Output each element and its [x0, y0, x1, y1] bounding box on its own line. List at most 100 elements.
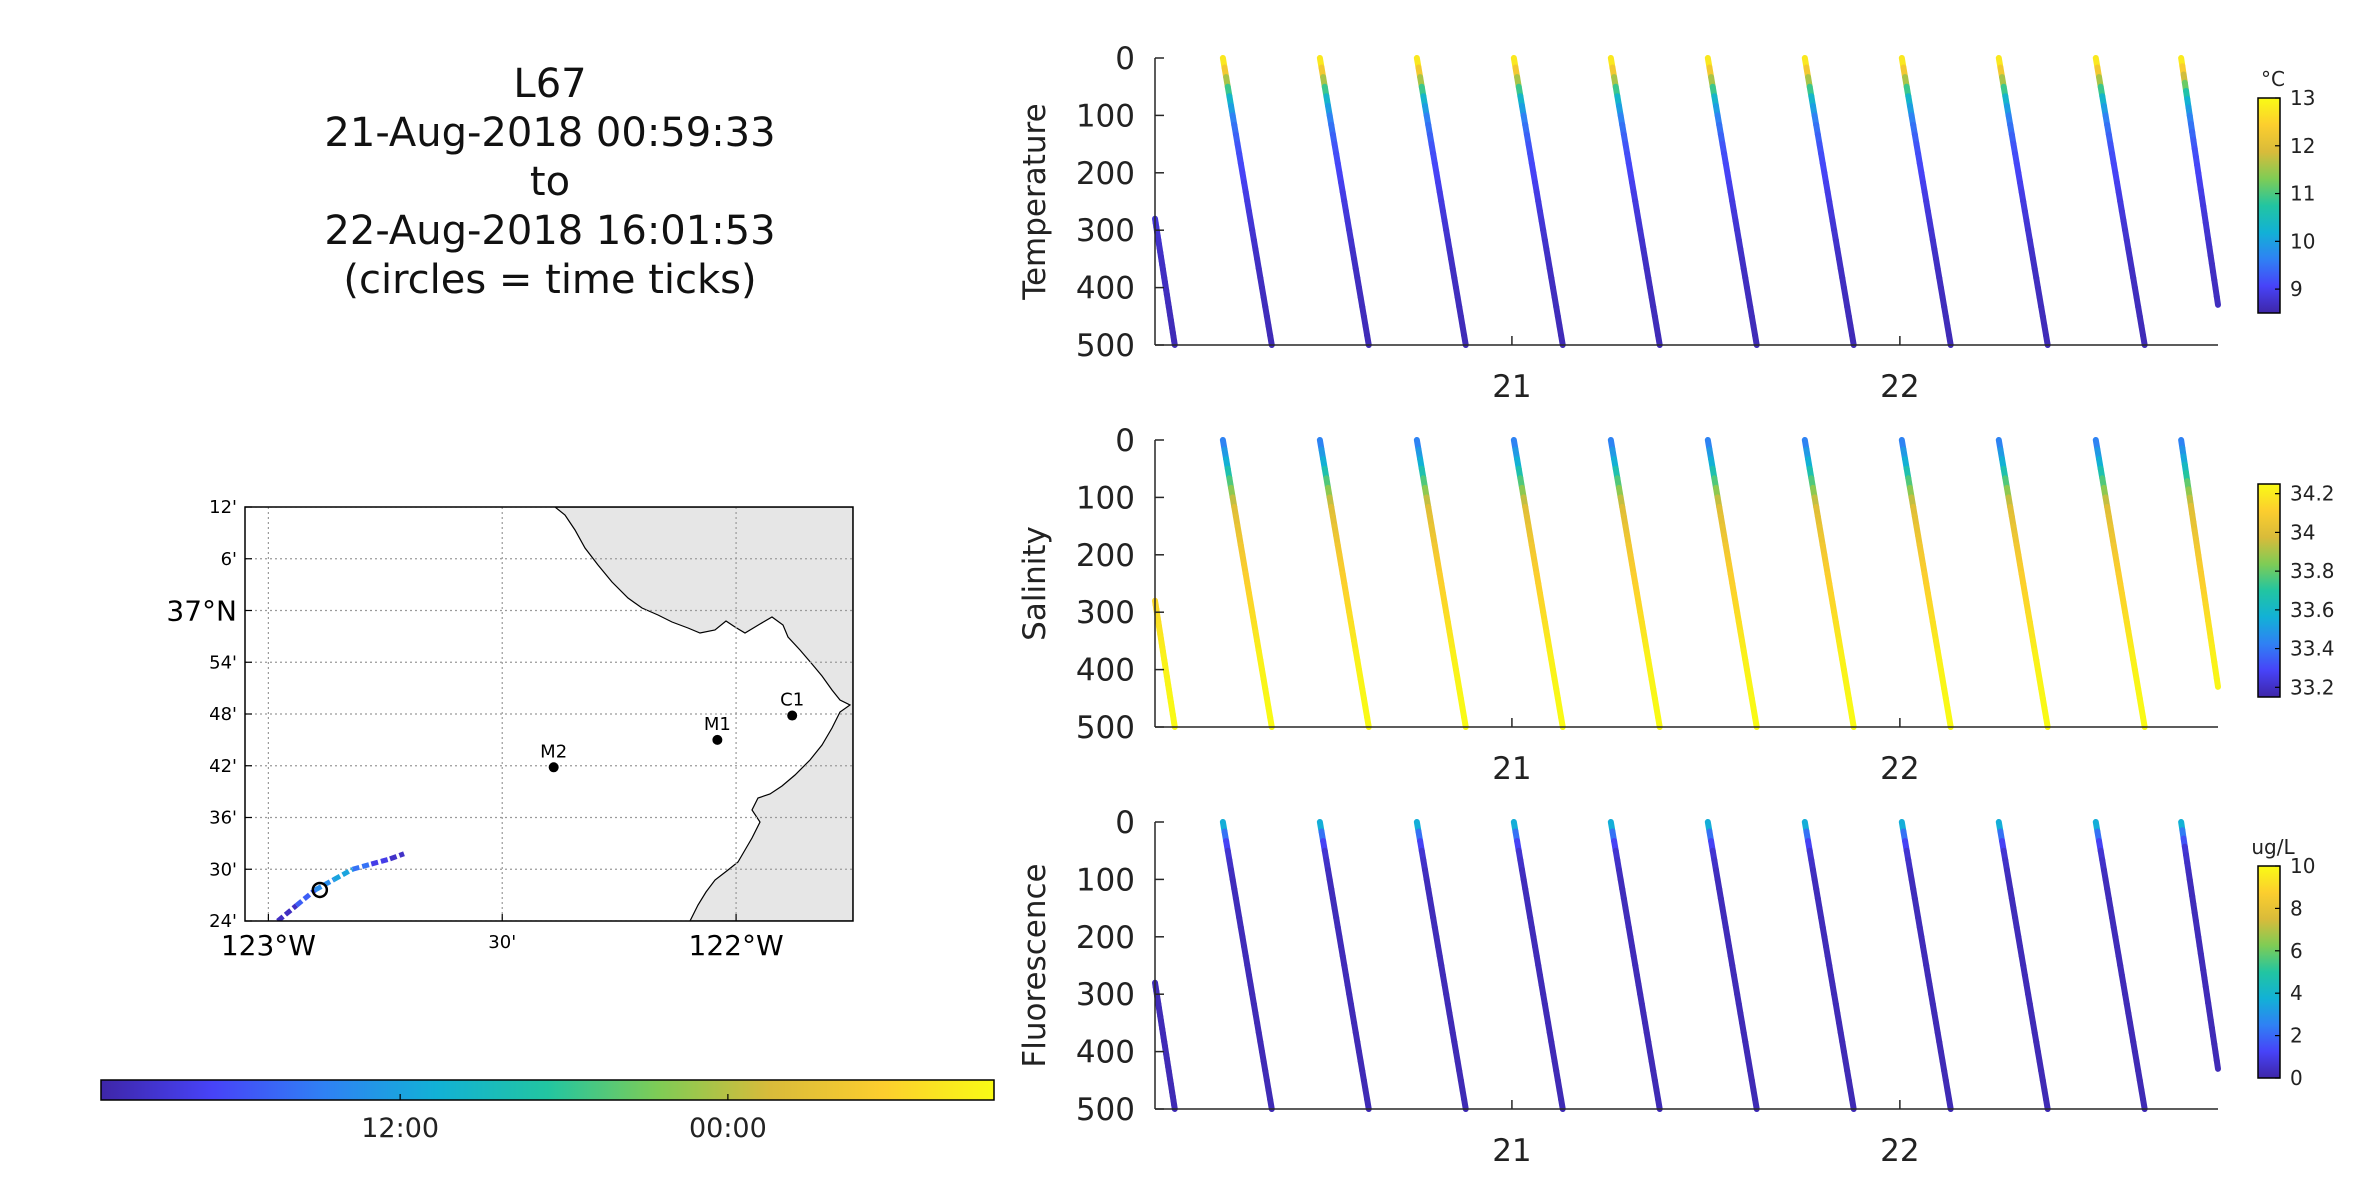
colorbar-gradient: [2257, 865, 2281, 1079]
dive-profile: [1898, 819, 1954, 1112]
y-axis-label: Temperature: [1017, 103, 1053, 300]
map-y-tick-label-7: 6': [221, 549, 237, 570]
dive-profile: [2092, 55, 2148, 348]
colorbar-gradient: [2257, 97, 2281, 314]
dive-segment: [1849, 714, 1857, 730]
dive-profile: [1801, 819, 1857, 1112]
dive-profile: [1704, 819, 1760, 1112]
dive-segment: [2043, 714, 2051, 730]
dive-segment: [1267, 1096, 1275, 1112]
map-y-tick-label-5: 54': [209, 652, 237, 673]
map-panel: M2 M1 C1 123°W 30' 122°W 24' 30' 36' 42' 48' 54' 37°…: [166, 497, 854, 962]
dive-profile: [1607, 55, 1663, 348]
dive-segment: [1849, 1096, 1857, 1112]
y-tick-label: 400: [1076, 271, 1135, 307]
dive-segment: [1946, 332, 1954, 348]
temperature-section: 0 100 200 300 400 500 21 22 Temperature 9 10 11 12 13…: [1017, 41, 2315, 405]
dive-profile: [1152, 215, 1178, 348]
colorbar-gradient: [2257, 483, 2281, 698]
y-tick-label: 500: [1076, 328, 1135, 364]
colorbar-tick-label: 33.2: [2290, 675, 2335, 699]
map-x-tick-label-1: 30': [488, 932, 516, 953]
colorbar-tick-label: 6: [2290, 939, 2303, 963]
dive-profile: [1801, 55, 1857, 348]
dive-profile: [1995, 437, 2051, 730]
y-tick-label: 500: [1076, 710, 1135, 746]
y-tick-label: 200: [1076, 156, 1135, 192]
dive-profile: [1413, 55, 1469, 348]
dive-profile: [1316, 819, 1372, 1112]
dive-segment: [1946, 714, 1954, 730]
title-line-mission: L67: [513, 61, 587, 107]
station-marker-m1: [712, 734, 723, 745]
map-y-tick-label-0: 24': [209, 911, 237, 932]
y-tick-label: 0: [1115, 423, 1135, 459]
colorbar-tick-label: 33.4: [2290, 637, 2335, 661]
colorbar-units-label: °C: [2261, 67, 2285, 91]
dive-profile: [2178, 55, 2221, 308]
dive-profile: [2092, 437, 2148, 730]
salinity-section: 0 100 200 300 400 500 21 22 Salinity 33.2 33.4 33.6…: [1017, 423, 2335, 787]
map-x-tick-label-0: 123°W: [221, 929, 316, 962]
dive-segment: [1364, 332, 1372, 348]
time-tick-circle: [311, 881, 329, 899]
colorbar-tick-label: 0: [2290, 1066, 2303, 1090]
x-tick-label: 21: [1492, 1133, 1531, 1169]
y-tick-label: 400: [1076, 1035, 1135, 1071]
dive-segment: [1461, 714, 1469, 730]
land-mass: [554, 507, 853, 921]
colorbar-tick-label: 34: [2290, 520, 2315, 544]
station-label-m2: M2: [540, 741, 567, 762]
map-y-tick-label-1: 30': [209, 859, 237, 880]
y-tick-label: 100: [1076, 480, 1135, 516]
dive-segment: [2213, 293, 2221, 308]
map-x-tick-label-2: 122°W: [689, 929, 784, 962]
title-line-note: (circles = time ticks): [343, 257, 757, 303]
track-segment: [370, 856, 391, 867]
colorbar-units-label: ug/L: [2251, 835, 2295, 859]
dive-segment: [2140, 332, 2148, 348]
dive-profile: [1510, 819, 1566, 1112]
dive-segment: [1558, 332, 1566, 348]
station-marker-c1: [787, 710, 798, 721]
y-tick-label: 300: [1076, 213, 1135, 249]
time-colorbar-label-1: 00:00: [689, 1113, 767, 1144]
map-y-tick-label-8: 12': [209, 497, 237, 518]
x-tick-label: 22: [1880, 1133, 1919, 1169]
dive-segment: [2043, 1096, 2051, 1112]
time-colorbar-gradient: [100, 1079, 995, 1101]
y-tick-label: 300: [1076, 977, 1135, 1013]
dive-profile: [2092, 819, 2148, 1112]
dive-profile: [1510, 437, 1566, 730]
y-axis-label: Salinity: [1017, 526, 1053, 641]
colorbar-tick-label: 4: [2290, 981, 2303, 1005]
dive-segment: [1558, 1096, 1566, 1112]
dive-profile: [1510, 55, 1566, 348]
y-tick-label: 100: [1076, 98, 1135, 134]
colorbar-tick-label: 13: [2290, 86, 2315, 110]
dive-profile: [2178, 819, 2221, 1072]
colorbar-tick-label: 9: [2290, 277, 2303, 301]
dive-segment: [1364, 714, 1372, 730]
dive-profile: [1607, 819, 1663, 1112]
x-tick-label: 21: [1492, 369, 1531, 405]
track-segment: [276, 903, 299, 921]
y-tick-label: 0: [1115, 41, 1135, 77]
dive-segment: [2213, 1057, 2221, 1072]
dive-profile: [2178, 437, 2221, 690]
colorbar-tick-label: 33.8: [2290, 559, 2335, 583]
dive-segment: [1364, 1096, 1372, 1112]
y-axis-label: Fluorescence: [1017, 863, 1053, 1067]
dive-profile: [1219, 55, 1275, 348]
dive-segment: [2140, 714, 2148, 730]
dive-profile: [1316, 55, 1372, 348]
title-line-to: to: [529, 159, 571, 205]
dive-segment: [1946, 1096, 1954, 1112]
dive-segment: [1267, 714, 1275, 730]
colorbar-tick-label: 8: [2290, 896, 2303, 920]
dive-segment: [1655, 1096, 1663, 1112]
colorbar-tick-label: 34.2: [2290, 482, 2335, 506]
map-y-tick-label-2: 36': [209, 808, 237, 829]
